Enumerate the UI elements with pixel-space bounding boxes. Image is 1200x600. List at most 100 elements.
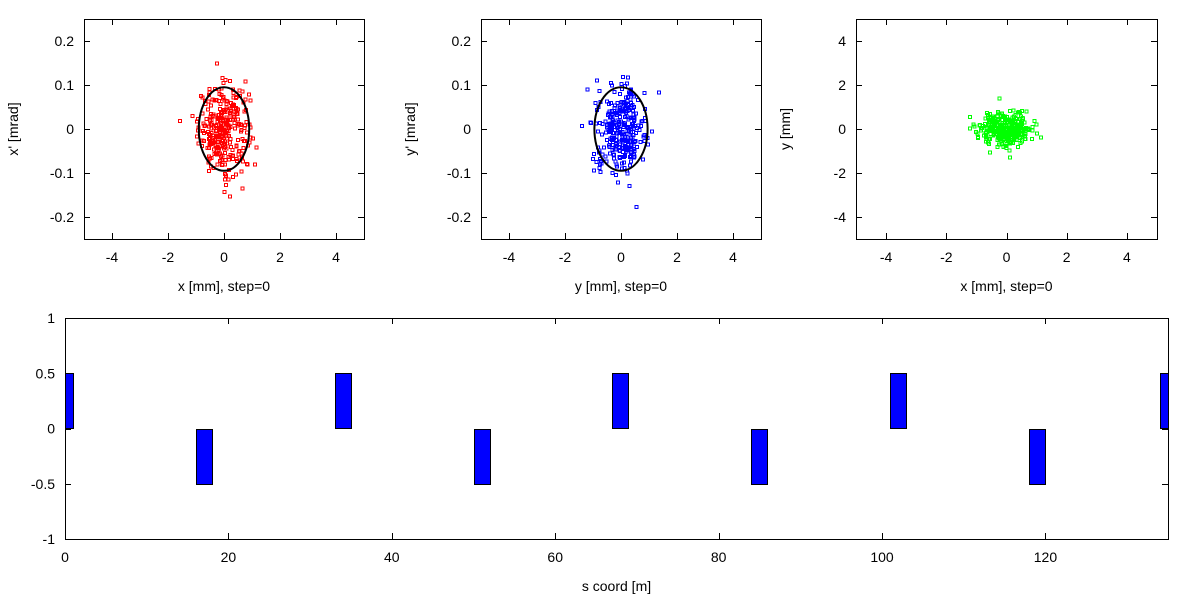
scatter-point xyxy=(222,162,227,167)
scatter-point xyxy=(641,134,646,139)
scatter-point xyxy=(990,128,995,133)
scatter-point xyxy=(618,142,623,147)
focusing-quadrupole-bar xyxy=(335,373,352,429)
x-axis-label: x [mm], step=0 xyxy=(178,278,270,294)
scatter-point xyxy=(205,146,210,151)
scatter-point xyxy=(983,134,988,139)
x-tick-label: -4 xyxy=(106,249,119,265)
scatter-point xyxy=(1006,131,1011,136)
scatter-point xyxy=(608,121,613,126)
scatter-point xyxy=(632,123,637,128)
scatter-point xyxy=(610,171,615,176)
scatter-point xyxy=(642,91,647,96)
scatter-point xyxy=(212,151,217,156)
scatter-point xyxy=(993,125,998,130)
scatter-point xyxy=(202,124,207,129)
scatter-point xyxy=(615,101,620,106)
scatter-point xyxy=(1006,137,1011,142)
scatter-point xyxy=(609,109,614,114)
scatter-point xyxy=(243,97,248,102)
scatter-point xyxy=(597,162,602,167)
scatter-point xyxy=(209,103,214,108)
scatter-point xyxy=(626,142,631,147)
y-tick-label: -0.5 xyxy=(31,476,55,492)
scatter-point xyxy=(228,136,233,141)
scatter-point xyxy=(615,118,620,123)
scatter-point xyxy=(607,109,612,114)
x-tick-label: 2 xyxy=(673,249,681,265)
scatter-point xyxy=(223,183,228,188)
scatter-point xyxy=(236,152,241,157)
scatter-point xyxy=(222,98,227,103)
scatter-point xyxy=(215,162,220,167)
scatter-point xyxy=(632,152,637,157)
scatter-point xyxy=(621,74,626,79)
scatter-point xyxy=(242,126,247,131)
scatter-point xyxy=(614,164,619,169)
y-tick-label: -0.2 xyxy=(50,209,74,225)
y-tick-label: -1 xyxy=(43,531,56,547)
scatter-point xyxy=(1020,121,1025,126)
scatter-point xyxy=(591,152,596,157)
scatter-point xyxy=(1000,135,1005,140)
scatter-point xyxy=(988,150,993,155)
scatter-point xyxy=(1008,129,1013,134)
scatter-point xyxy=(240,186,245,191)
scatter-point xyxy=(595,78,600,83)
transverse-xy-plot: -4 -2 0 2 4 -4 -2 0 2 4 x [mm], step=0 y [mm] xyxy=(777,19,1158,294)
scatter-point xyxy=(254,145,259,150)
scatter-point xyxy=(227,140,232,145)
scatter-point xyxy=(993,121,998,126)
scatter-point xyxy=(611,153,616,158)
focusing-quadrupole-bar xyxy=(65,373,74,429)
scatter-point xyxy=(616,130,621,135)
x-tick-label: 0 xyxy=(617,249,625,265)
scatter-point xyxy=(632,117,637,122)
scatter-point xyxy=(223,107,228,112)
scatter-point xyxy=(1017,126,1022,131)
scatter-point xyxy=(614,162,619,167)
scatter-point xyxy=(627,184,632,189)
scatter-point xyxy=(227,117,232,122)
scatter-point xyxy=(988,121,993,126)
scatter-point xyxy=(235,137,240,142)
scatter-point xyxy=(617,92,622,97)
scatter-point xyxy=(1022,127,1027,132)
y-tick-label: 0.2 xyxy=(452,33,472,49)
scatter-point xyxy=(613,159,618,164)
scatter-point xyxy=(612,106,617,111)
scatter-point xyxy=(622,165,627,170)
scatter-point xyxy=(607,129,612,134)
scatter-point xyxy=(1022,134,1027,139)
scatter-point xyxy=(226,157,231,162)
scatter-point xyxy=(207,136,212,141)
scatter-point xyxy=(590,156,595,161)
y-tick-label: 1 xyxy=(47,310,55,326)
scatter-point xyxy=(619,166,624,171)
scatter-point xyxy=(1006,117,1011,122)
y-tick-label: -0.1 xyxy=(447,165,471,181)
scatter-point xyxy=(990,116,995,121)
scatter-point xyxy=(1014,116,1019,121)
scatter-point xyxy=(1003,143,1008,148)
y-tick-label: 0 xyxy=(838,121,846,137)
scatter-point xyxy=(1001,113,1006,118)
scatter-point xyxy=(613,142,618,147)
focusing-quadrupole-bar xyxy=(890,373,907,429)
scatter-point xyxy=(616,180,621,185)
scatter-point xyxy=(225,128,230,133)
scatter-point xyxy=(967,115,972,120)
scatter-point xyxy=(227,194,232,199)
scatter-point xyxy=(996,127,1001,132)
scatter-point xyxy=(595,129,600,134)
scatter-point xyxy=(634,144,639,149)
scatter-point xyxy=(612,147,617,152)
scatter-point xyxy=(621,145,626,150)
scatter-point xyxy=(217,130,222,135)
scatter-point xyxy=(641,157,646,162)
scatter-point xyxy=(1013,112,1018,117)
scatter-point xyxy=(1017,131,1022,136)
focusing-quadrupole-bar xyxy=(1160,373,1169,429)
scatter-point xyxy=(588,120,593,125)
scatter-point xyxy=(245,161,250,166)
